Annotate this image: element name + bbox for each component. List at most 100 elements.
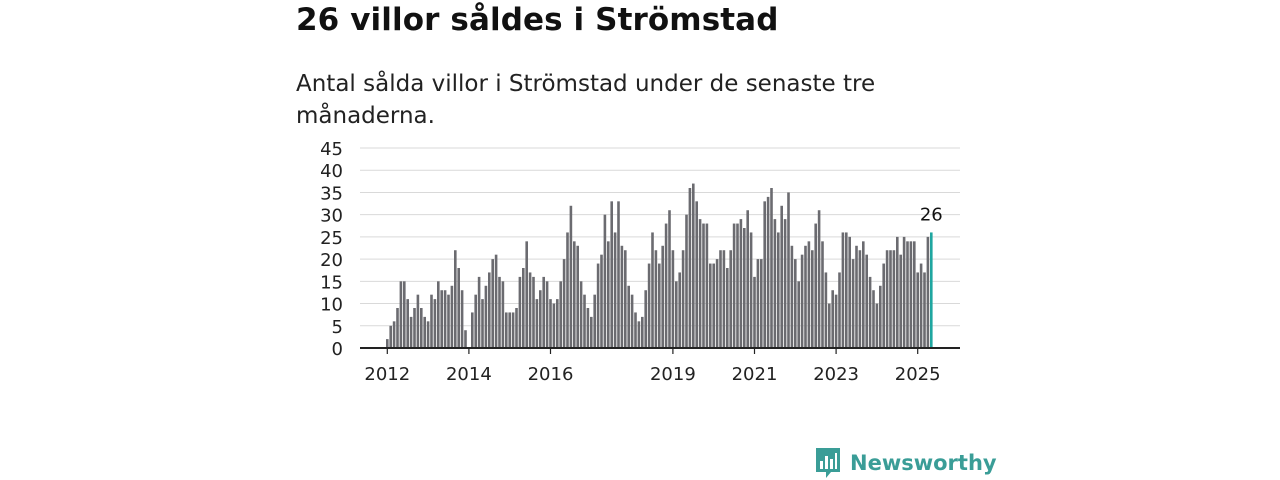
bar [416, 294, 420, 348]
bar [569, 205, 573, 348]
bar [695, 201, 698, 348]
bar [389, 325, 392, 348]
bar [729, 250, 732, 348]
bar [804, 245, 807, 348]
bar [862, 241, 865, 348]
bar [518, 276, 522, 348]
bar [603, 214, 607, 348]
bar [817, 210, 821, 348]
bar [494, 254, 498, 348]
bar [821, 241, 824, 348]
x-tick-label: 2016 [528, 364, 574, 385]
bar [528, 272, 532, 348]
x-tick-label: 2019 [650, 364, 696, 385]
bar [664, 223, 668, 348]
bar [746, 210, 749, 348]
bar [477, 276, 481, 348]
bar [838, 272, 841, 348]
bar [780, 205, 783, 348]
bar [573, 241, 576, 348]
bar [515, 308, 518, 348]
bar [426, 321, 430, 348]
bar [902, 236, 906, 348]
bar [423, 316, 426, 348]
bar [443, 290, 447, 348]
bar [620, 245, 624, 348]
bar [773, 219, 777, 348]
bar [437, 281, 440, 348]
bar [726, 268, 729, 348]
bar [715, 259, 719, 348]
bar [722, 250, 726, 348]
bar [851, 259, 855, 348]
bar [834, 294, 838, 348]
x-tick-label: 2014 [446, 364, 492, 385]
bar [386, 339, 389, 348]
bar [654, 250, 658, 348]
bar [753, 276, 756, 348]
bar [641, 316, 644, 348]
bar [552, 303, 556, 348]
bar [698, 219, 702, 348]
bar [440, 290, 443, 348]
newsworthy-logo-icon [816, 448, 840, 478]
bar [647, 263, 651, 348]
bar [566, 232, 569, 348]
bar [783, 219, 787, 348]
bar [909, 241, 913, 348]
bar [763, 201, 766, 348]
y-tick-label: 25 [320, 228, 343, 249]
bar [889, 250, 892, 348]
bar [841, 232, 845, 348]
bar [913, 241, 916, 348]
bar [549, 299, 552, 348]
bar [848, 236, 851, 348]
bar [868, 276, 872, 348]
bar [749, 232, 753, 348]
bar [770, 188, 773, 348]
bar [797, 281, 800, 348]
bar [522, 268, 525, 348]
bar [681, 250, 685, 348]
bar [736, 223, 739, 348]
bar [460, 290, 464, 348]
bar [511, 312, 515, 348]
bar [481, 299, 484, 348]
bar [671, 250, 675, 348]
bar [811, 250, 814, 348]
bar [743, 228, 746, 348]
bar [668, 210, 671, 348]
bar [454, 250, 457, 348]
bar [732, 223, 736, 348]
bar [906, 241, 909, 348]
bar [583, 294, 586, 348]
bar [824, 272, 828, 348]
bar [916, 272, 919, 348]
bar [675, 281, 678, 348]
bar [430, 294, 433, 348]
bar [661, 245, 664, 348]
bar [498, 276, 501, 348]
bar [474, 294, 477, 348]
bar [688, 188, 692, 348]
bar [539, 290, 542, 348]
bar [692, 183, 695, 348]
bar [787, 192, 790, 348]
bar [484, 285, 488, 348]
bar [396, 308, 399, 348]
bar [559, 281, 562, 348]
bar [709, 263, 712, 348]
y-tick-label: 30 [320, 206, 343, 227]
bar [719, 250, 722, 348]
bar [875, 303, 879, 348]
bar [488, 272, 491, 348]
bar [855, 245, 858, 348]
bar [896, 236, 899, 348]
bar [600, 254, 603, 348]
y-tick-label: 45 [320, 139, 343, 160]
bar [831, 290, 834, 348]
bar [624, 250, 627, 348]
bar [590, 316, 593, 348]
bar [576, 245, 579, 348]
